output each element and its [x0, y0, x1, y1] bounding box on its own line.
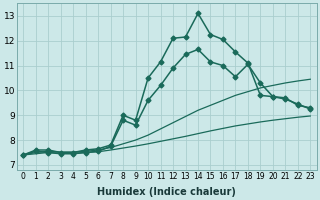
- X-axis label: Humidex (Indice chaleur): Humidex (Indice chaleur): [97, 187, 236, 197]
